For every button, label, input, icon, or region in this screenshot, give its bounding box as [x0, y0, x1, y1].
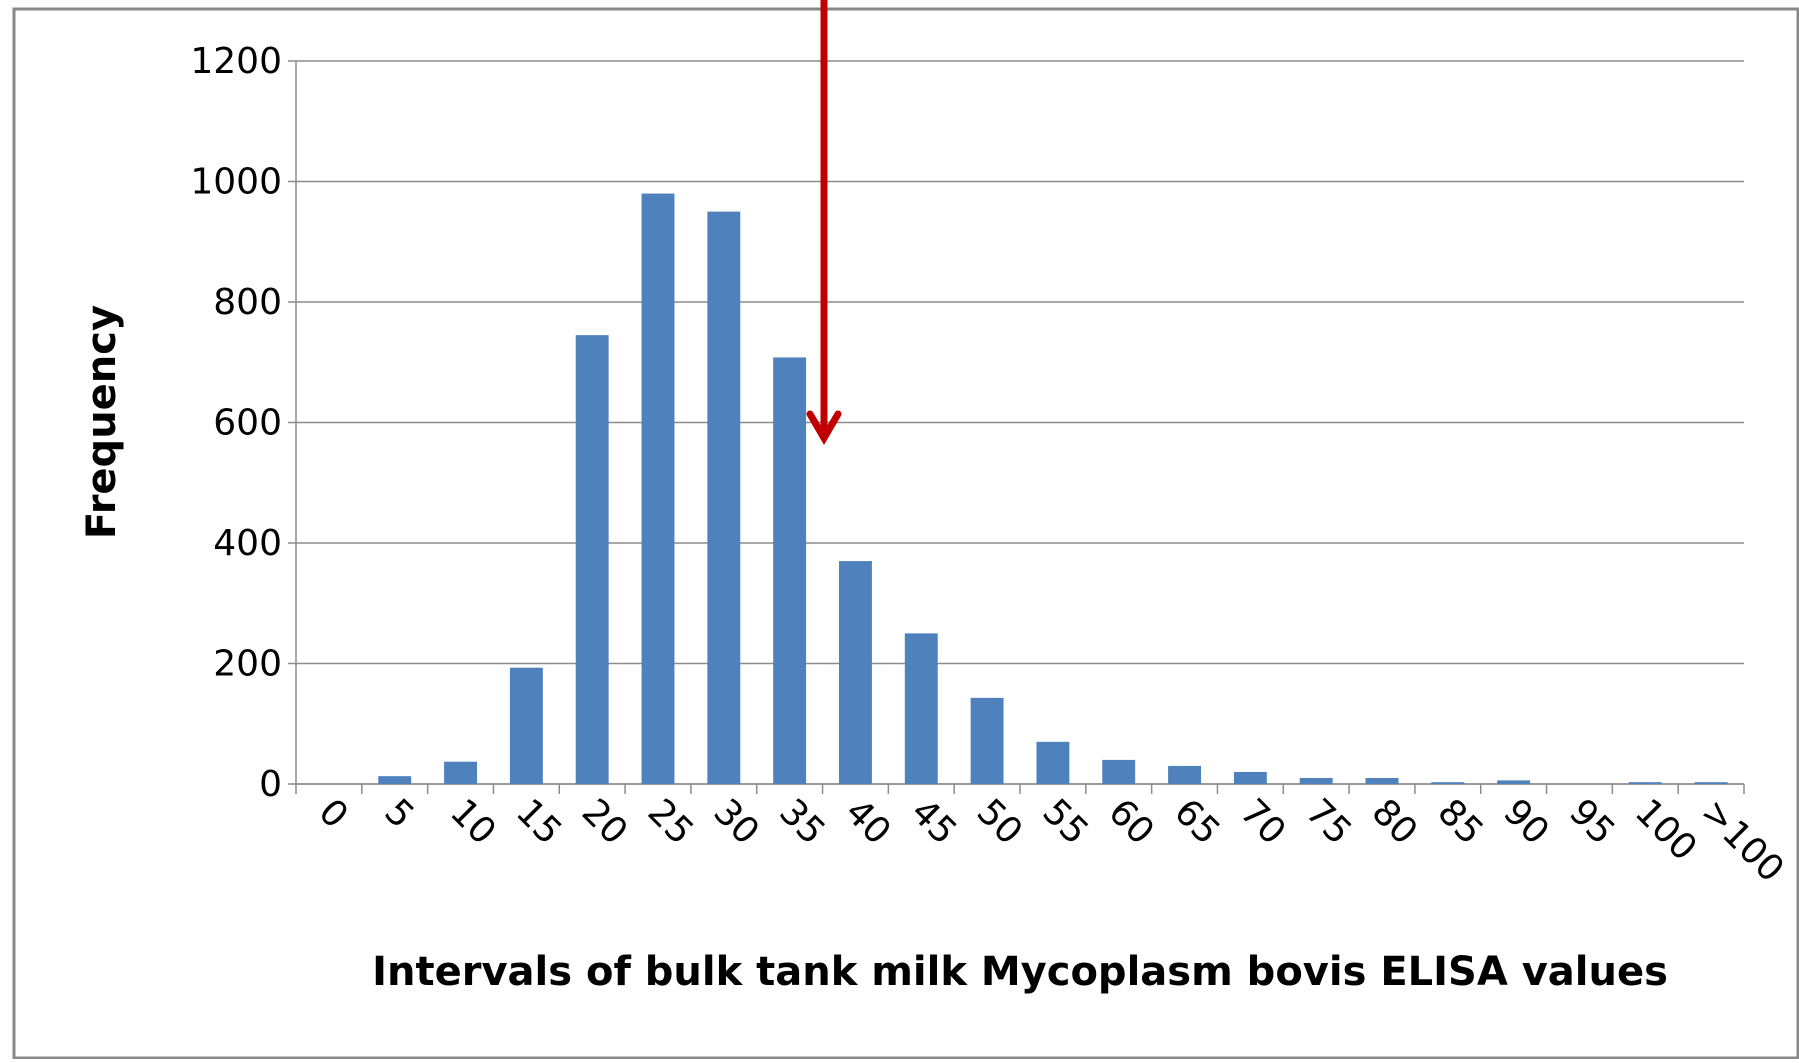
bar	[1431, 782, 1465, 784]
bar	[970, 697, 1004, 784]
bar	[707, 211, 741, 784]
bar	[378, 776, 412, 784]
bar	[773, 357, 807, 784]
bar	[641, 193, 675, 785]
y-tick-label: 0	[259, 764, 282, 805]
bar	[509, 667, 543, 784]
bar	[1036, 741, 1070, 784]
y-axis-title: Frequency	[79, 305, 125, 539]
y-tick-label: 200	[213, 644, 282, 685]
bar	[575, 335, 609, 784]
bar	[444, 761, 477, 784]
annotation-arrow	[806, 0, 842, 445]
bar	[1365, 777, 1399, 784]
bar	[1694, 782, 1728, 784]
arrow-head	[806, 410, 842, 445]
y-tick-label: 600	[213, 403, 282, 444]
bar	[1168, 765, 1201, 784]
bar	[1497, 780, 1531, 784]
y-tick-label: 800	[213, 282, 282, 323]
y-tick-label: 400	[213, 523, 282, 564]
bar	[904, 633, 938, 784]
x-axis-title: Intervals of bulk tank milk Mycoplasm bo…	[372, 949, 1668, 995]
y-tick-label: 1200	[190, 41, 282, 82]
chart-frame	[12, 7, 1799, 1060]
bar	[1233, 771, 1267, 784]
bar	[1299, 777, 1333, 784]
bar	[1102, 759, 1136, 784]
y-tick-label: 1000	[190, 162, 282, 203]
bar	[839, 561, 872, 784]
bar	[1628, 782, 1662, 784]
